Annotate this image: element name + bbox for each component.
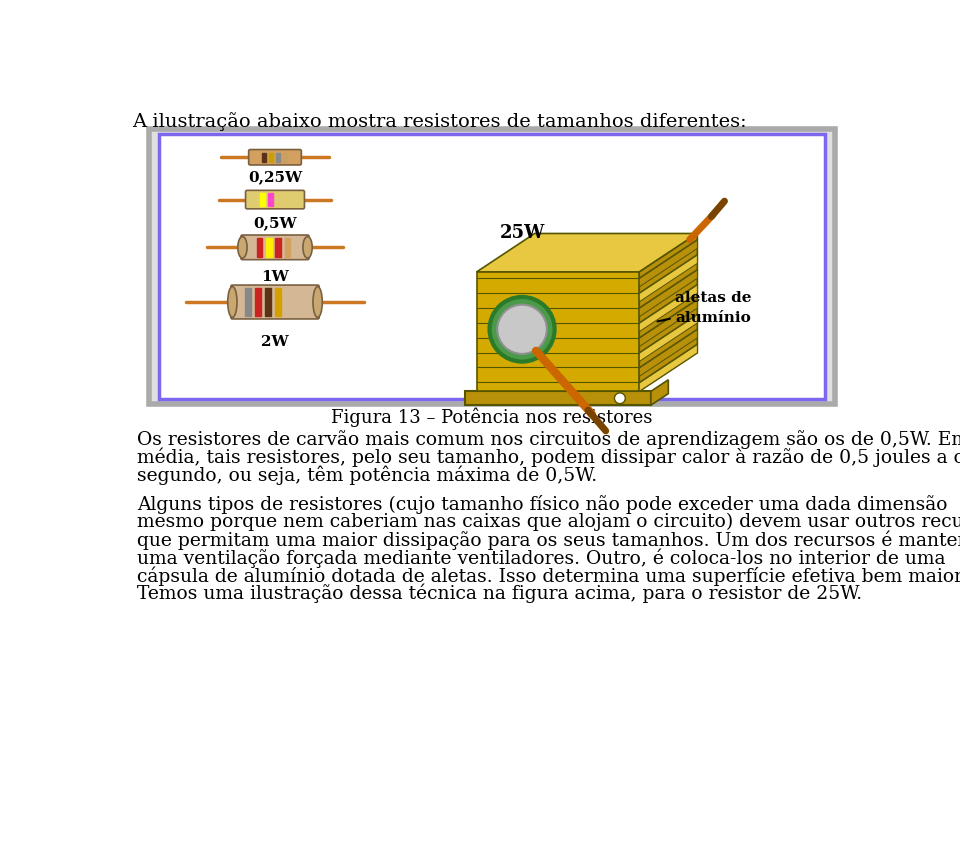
Polygon shape [476, 233, 697, 272]
Text: mesmo porque nem caberiam nas caixas que alojam o circuito) devem usar outros re: mesmo porque nem caberiam nas caixas que… [137, 513, 960, 531]
Polygon shape [639, 330, 697, 376]
Bar [276, 152, 280, 162]
Bar [285, 288, 291, 316]
Bar [276, 194, 280, 205]
Polygon shape [476, 272, 639, 392]
Circle shape [614, 393, 625, 403]
Text: 1W: 1W [261, 270, 289, 285]
Text: 0,25W: 0,25W [248, 170, 302, 184]
Bar [269, 152, 273, 162]
FancyBboxPatch shape [249, 150, 301, 165]
Text: A ilustração abaixo mostra resistores de tamanhos diferentes:: A ilustração abaixo mostra resistores de… [132, 112, 746, 131]
Text: aletas de
alumínio: aletas de alumínio [675, 291, 752, 325]
Polygon shape [639, 300, 697, 347]
Bar [285, 238, 290, 257]
Bar [262, 152, 267, 162]
Polygon shape [639, 255, 697, 301]
FancyBboxPatch shape [246, 190, 304, 209]
Text: 2W: 2W [261, 335, 289, 349]
Polygon shape [639, 315, 697, 361]
Text: Os resistores de carvão mais comum nos circuitos de aprendizagem são os de 0,5W.: Os resistores de carvão mais comum nos c… [137, 429, 960, 449]
Bar [256, 238, 262, 257]
Bar [266, 238, 272, 257]
Text: Figura 13 – Potência nos resistores: Figura 13 – Potência nos resistores [331, 408, 653, 427]
Text: cápsula de alumínio dotada de aletas. Isso determina uma superfície efetiva bem : cápsula de alumínio dotada de aletas. Is… [137, 566, 960, 586]
Text: que permitam uma maior dissipação para os seus tamanhos. Um dos recursos é mante: que permitam uma maior dissipação para o… [137, 530, 960, 550]
Bar [283, 152, 287, 162]
Bar [254, 288, 261, 316]
Text: 25W: 25W [500, 224, 545, 242]
Polygon shape [639, 270, 697, 317]
Bar [260, 194, 265, 205]
Polygon shape [639, 344, 697, 392]
Polygon shape [465, 392, 651, 405]
Text: média, tais resistores, pelo seu tamanho, podem dissipar calor à razão de 0,5 jo: média, tais resistores, pelo seu tamanho… [137, 448, 960, 467]
Ellipse shape [228, 286, 237, 317]
Text: Alguns tipos de resistores (cujo tamanho físico não pode exceder uma dada dimens: Alguns tipos de resistores (cujo tamanho… [137, 495, 948, 514]
Text: 0,5W: 0,5W [253, 216, 297, 231]
Bar [276, 238, 281, 257]
FancyBboxPatch shape [241, 235, 309, 259]
Polygon shape [639, 240, 697, 287]
Bar [295, 288, 301, 316]
Polygon shape [639, 233, 697, 392]
Bar [158, 134, 826, 399]
Circle shape [497, 305, 547, 354]
Bar [150, 129, 835, 404]
Circle shape [490, 297, 555, 361]
Bar [283, 194, 288, 205]
Text: Temos uma ilustração dessa técnica na figura acima, para o resistor de 25W.: Temos uma ilustração dessa técnica na fi… [137, 584, 862, 604]
Bar [245, 288, 251, 316]
Polygon shape [639, 285, 697, 332]
Text: uma ventilação forçada mediante ventiladores. Outro, é coloca-los no interior de: uma ventilação forçada mediante ventilad… [137, 548, 946, 568]
Ellipse shape [303, 237, 312, 258]
FancyBboxPatch shape [230, 285, 319, 319]
Bar [265, 288, 271, 316]
Ellipse shape [313, 286, 323, 317]
Text: segundo, ou seja, têm potência máxima de 0,5W.: segundo, ou seja, têm potência máxima de… [137, 466, 597, 485]
Bar [268, 194, 273, 205]
Ellipse shape [238, 237, 247, 258]
Bar [275, 288, 281, 316]
Polygon shape [651, 380, 668, 405]
